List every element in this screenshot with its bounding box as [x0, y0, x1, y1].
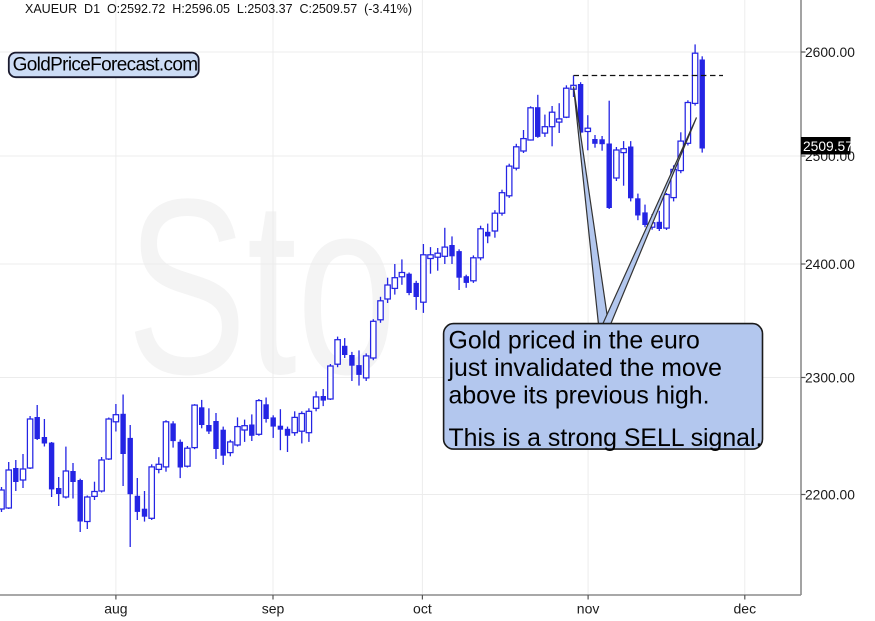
svg-text:2509.57: 2509.57: [803, 139, 853, 154]
svg-text:This is a strong SELL signal.: This is a strong SELL signal.: [449, 425, 763, 452]
svg-text:Gold priced in the euro: Gold priced in the euro: [449, 327, 700, 354]
svg-text:oct: oct: [413, 601, 432, 617]
svg-text:nov: nov: [577, 601, 600, 617]
svg-text:GoldPriceForecast.com: GoldPriceForecast.com: [13, 55, 198, 76]
svg-text:XAUEUR D1 O:2592.72 H:2596.: XAUEUR D1 O:2592.72 H:2596.05 L:2503.37 …: [25, 2, 412, 16]
svg-text:2400.00: 2400.00: [805, 257, 855, 272]
svg-text:2600.00: 2600.00: [805, 45, 855, 60]
svg-text:just invalidated the move: just invalidated the move: [448, 355, 722, 382]
svg-text:2200.00: 2200.00: [805, 487, 855, 502]
svg-text:dec: dec: [734, 601, 757, 617]
svg-text:above its previous high.: above its previous high.: [449, 382, 710, 409]
svg-text:aug: aug: [104, 601, 127, 617]
svg-text:sep: sep: [262, 601, 285, 617]
svg-text:2300.00: 2300.00: [805, 370, 855, 385]
svg-text:Sto: Sto: [127, 148, 397, 427]
